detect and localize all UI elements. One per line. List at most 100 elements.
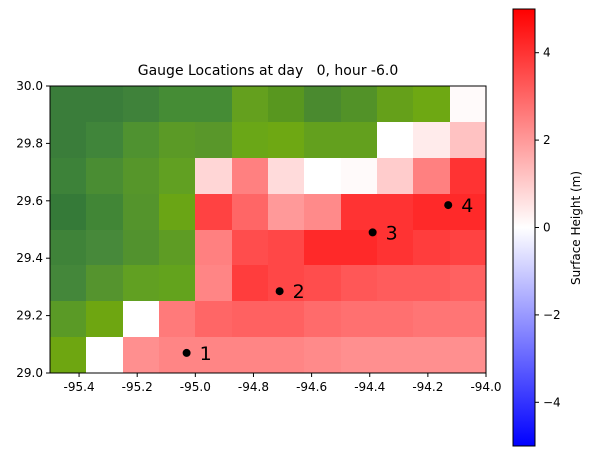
heatmap-cell <box>123 122 159 158</box>
gauge-marker <box>368 228 377 237</box>
heatmap-cell <box>377 230 413 265</box>
heatmap-cell <box>159 230 195 265</box>
heatmap-cell <box>450 122 486 158</box>
colorbar-tick-label: −4 <box>543 395 561 409</box>
heatmap-cell <box>50 194 86 230</box>
heatmap-cell <box>413 301 450 337</box>
heatmap-cell <box>377 301 413 337</box>
heatmap-cell <box>50 86 86 122</box>
heatmap-cell <box>159 301 195 337</box>
heatmap-cell <box>450 337 486 373</box>
heatmap-cell <box>86 194 123 230</box>
heatmap-cell <box>123 265 159 301</box>
heatmap-cell <box>195 265 232 301</box>
y-tick-label: 29.0 <box>16 366 43 380</box>
heatmap-cell <box>195 194 232 230</box>
heatmap-cell <box>86 337 123 373</box>
heatmap-cell <box>377 86 413 122</box>
heatmap-cell <box>123 301 159 337</box>
gauge-marker <box>182 348 191 357</box>
heatmap-cell <box>195 158 232 194</box>
heatmap-cell <box>341 158 377 194</box>
heatmap-cell <box>50 158 86 194</box>
x-tick-label: -94.4 <box>354 380 385 394</box>
heatmap-cell <box>195 122 232 158</box>
gauge-marker <box>444 201 453 210</box>
gauge-markers: 1 2 3 4 <box>182 195 473 365</box>
heatmap-cell <box>413 122 450 158</box>
colorbar <box>512 8 536 447</box>
heatmap-cell <box>377 265 413 301</box>
y-tick-label: 29.8 <box>16 136 43 150</box>
gauge-label: 3 <box>386 222 398 244</box>
heatmap-cell <box>159 122 195 158</box>
heatmap-cell <box>413 230 450 265</box>
heatmap-cell <box>413 265 450 301</box>
chart-title: Gauge Locations at day 0, hour -6.0 <box>138 63 398 79</box>
heatmap-cell <box>450 86 486 122</box>
gauge-label: 4 <box>461 195 473 217</box>
heatmap-cell <box>268 122 304 158</box>
heatmap-cell <box>86 122 123 158</box>
x-tick-label: -94.6 <box>296 380 327 394</box>
heatmap-cell <box>159 158 195 194</box>
heatmap-cell <box>304 265 341 301</box>
heatmap-cell <box>232 337 268 373</box>
heatmap-cell <box>304 301 341 337</box>
heatmap-cell <box>268 230 304 265</box>
heatmap-cell <box>450 158 486 194</box>
heatmap-cell <box>304 230 341 265</box>
heatmap-cell <box>268 158 304 194</box>
heatmap-cell <box>50 337 86 373</box>
heatmap-cell <box>268 194 304 230</box>
heatmap-cell <box>413 158 450 194</box>
colorbar-tick-label: 0 <box>543 221 551 235</box>
heatmap-cell <box>123 337 159 373</box>
heatmap-cell <box>86 230 123 265</box>
heatmap-cell <box>123 230 159 265</box>
heatmap-cell <box>86 301 123 337</box>
heatmap-cell <box>268 86 304 122</box>
heatmap-cell <box>268 337 304 373</box>
y-tick-label: 30.0 <box>16 79 43 93</box>
heatmap-cell <box>341 337 377 373</box>
heatmap-cell <box>268 301 304 337</box>
heatmap-cell <box>450 194 486 230</box>
heatmap-cell <box>232 265 268 301</box>
heatmap-cell <box>377 122 413 158</box>
heatmap-cell <box>195 301 232 337</box>
heatmap-cell <box>50 265 86 301</box>
heatmap-cell <box>86 265 123 301</box>
x-tick-label: -94.2 <box>412 380 443 394</box>
plot-frame <box>49 85 487 374</box>
heatmap-cell <box>123 158 159 194</box>
heatmap-cell <box>195 230 232 265</box>
gauge-marker <box>275 287 284 296</box>
heatmap-cell <box>232 158 268 194</box>
colorbar-tick-label: 2 <box>543 133 551 147</box>
heatmap-cell <box>159 86 195 122</box>
heatmap-cell <box>50 230 86 265</box>
y-axis: 29.0 29.2 29.4 29.6 29.8 30.0 <box>16 79 50 380</box>
heatmap-cell <box>123 194 159 230</box>
colorbar-label: Surface Height (m) <box>569 171 583 285</box>
heatmap-cell <box>450 265 486 301</box>
x-tick-label: -95.0 <box>180 380 211 394</box>
heatmap-cell <box>450 230 486 265</box>
heatmap-cell <box>159 265 195 301</box>
heatmap-cell <box>232 301 268 337</box>
heatmap-cell <box>232 230 268 265</box>
heatmap-cell <box>195 337 232 373</box>
heatmap-cell <box>341 194 377 230</box>
heatmap-cell <box>413 194 450 230</box>
heatmap-cell <box>341 122 377 158</box>
colorbar-axis: −4 −2 0 2 4 <box>535 46 561 409</box>
colorbar-tick-label: −2 <box>543 308 561 322</box>
heatmap-cell <box>304 337 341 373</box>
heatmap-cell <box>50 301 86 337</box>
x-tick-label: -95.2 <box>122 380 153 394</box>
heatmap-cell <box>413 86 450 122</box>
y-tick-label: 29.2 <box>16 309 43 323</box>
heatmap-cell <box>304 86 341 122</box>
